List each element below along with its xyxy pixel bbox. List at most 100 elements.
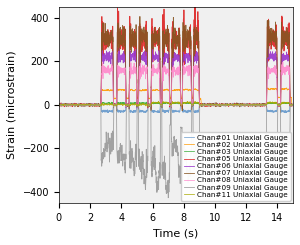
Chan#06 Uniaxial Gauge <box>150 49 154 51</box>
Chan#09 Uniaxial Gauge <box>104 144 107 147</box>
Chan#08 Uniaxial Gauge <box>281 61 285 63</box>
Chan#07 Uniaxial Gauge <box>281 36 284 39</box>
Chan#05 Uniaxial Gauge <box>57 103 61 106</box>
Chan#08 Uniaxial Gauge <box>137 106 140 109</box>
Chan#03 Uniaxial Gauge <box>57 104 61 107</box>
Chan#05 Uniaxial Gauge <box>291 103 295 106</box>
Chan#06 Uniaxial Gauge <box>291 104 295 107</box>
Chan#11 Uniaxial Gauge <box>135 104 138 107</box>
Chan#01 Uniaxial Gauge <box>58 103 62 106</box>
Chan#11 Uniaxial Gauge <box>57 103 61 106</box>
Chan#09 Uniaxial Gauge <box>150 173 154 176</box>
Chan#11 Uniaxial Gauge <box>157 100 160 103</box>
Chan#08 Uniaxial Gauge <box>104 69 107 72</box>
Line: Chan#01 Uniaxial Gauge: Chan#01 Uniaxial Gauge <box>59 104 293 113</box>
Chan#03 Uniaxial Gauge <box>268 100 272 103</box>
Legend: Chan#01 Uniaxial Gauge, Chan#02 Uniaxial Gauge, Chan#03 Uniaxial Gauge, Chan#05 : Chan#01 Uniaxial Gauge, Chan#02 Uniaxial… <box>181 132 291 201</box>
Chan#09 Uniaxial Gauge <box>57 103 61 106</box>
Chan#09 Uniaxial Gauge <box>169 138 173 141</box>
Chan#07 Uniaxial Gauge <box>104 37 107 40</box>
Chan#09 Uniaxial Gauge <box>135 162 138 165</box>
Chan#08 Uniaxial Gauge <box>57 103 61 106</box>
Chan#03 Uniaxial Gauge <box>150 101 154 104</box>
Chan#05 Uniaxial Gauge <box>104 41 107 44</box>
Chan#08 Uniaxial Gauge <box>135 84 138 86</box>
Chan#07 Uniaxial Gauge <box>57 104 61 107</box>
Chan#09 Uniaxial Gauge <box>167 196 170 199</box>
Chan#02 Uniaxial Gauge <box>169 92 173 95</box>
Line: Chan#07 Uniaxial Gauge: Chan#07 Uniaxial Gauge <box>59 16 293 112</box>
Chan#02 Uniaxial Gauge <box>291 104 295 107</box>
X-axis label: Time (s): Time (s) <box>153 228 199 238</box>
Line: Chan#03 Uniaxial Gauge: Chan#03 Uniaxial Gauge <box>59 102 293 105</box>
Chan#03 Uniaxial Gauge <box>169 103 173 106</box>
Chan#02 Uniaxial Gauge <box>199 99 203 102</box>
Chan#08 Uniaxial Gauge <box>199 104 203 107</box>
Chan#03 Uniaxial Gauge <box>281 102 284 105</box>
Chan#02 Uniaxial Gauge <box>104 89 107 92</box>
Chan#11 Uniaxial Gauge <box>281 102 284 105</box>
Chan#05 Uniaxial Gauge <box>150 38 154 41</box>
Chan#02 Uniaxial Gauge <box>150 88 154 91</box>
Chan#07 Uniaxial Gauge <box>169 102 173 105</box>
Chan#06 Uniaxial Gauge <box>170 87 173 90</box>
Chan#06 Uniaxial Gauge <box>151 40 154 43</box>
Chan#02 Uniaxial Gauge <box>135 88 138 91</box>
Chan#01 Uniaxial Gauge <box>135 107 138 110</box>
Chan#11 Uniaxial Gauge <box>150 102 154 105</box>
Chan#11 Uniaxial Gauge <box>104 102 107 105</box>
Chan#05 Uniaxial Gauge <box>135 59 138 62</box>
Chan#07 Uniaxial Gauge <box>199 103 203 106</box>
Chan#06 Uniaxial Gauge <box>281 53 284 56</box>
Line: Chan#02 Uniaxial Gauge: Chan#02 Uniaxial Gauge <box>59 88 293 106</box>
Chan#11 Uniaxial Gauge <box>291 103 295 106</box>
Chan#02 Uniaxial Gauge <box>285 86 288 89</box>
Line: Chan#05 Uniaxial Gauge: Chan#05 Uniaxial Gauge <box>59 0 293 109</box>
Chan#11 Uniaxial Gauge <box>199 104 203 107</box>
Chan#05 Uniaxial Gauge <box>149 108 153 110</box>
Chan#02 Uniaxial Gauge <box>213 104 216 107</box>
Chan#03 Uniaxial Gauge <box>66 104 70 107</box>
Chan#08 Uniaxial Gauge <box>150 68 154 71</box>
Chan#07 Uniaxial Gauge <box>150 33 154 36</box>
Chan#01 Uniaxial Gauge <box>104 110 107 113</box>
Chan#05 Uniaxial Gauge <box>281 40 284 43</box>
Chan#09 Uniaxial Gauge <box>281 138 284 141</box>
Chan#07 Uniaxial Gauge <box>135 66 138 69</box>
Chan#03 Uniaxial Gauge <box>199 103 203 106</box>
Chan#07 Uniaxial Gauge <box>138 15 142 18</box>
Chan#11 Uniaxial Gauge <box>170 102 173 105</box>
Chan#01 Uniaxial Gauge <box>199 103 203 106</box>
Chan#06 Uniaxial Gauge <box>57 103 61 106</box>
Chan#01 Uniaxial Gauge <box>281 110 284 112</box>
Chan#08 Uniaxial Gauge <box>281 70 284 73</box>
Chan#02 Uniaxial Gauge <box>57 103 61 106</box>
Chan#01 Uniaxial Gauge <box>291 104 295 107</box>
Line: Chan#09 Uniaxial Gauge: Chan#09 Uniaxial Gauge <box>59 103 293 198</box>
Chan#06 Uniaxial Gauge <box>104 55 107 58</box>
Line: Chan#06 Uniaxial Gauge: Chan#06 Uniaxial Gauge <box>59 42 293 108</box>
Line: Chan#08 Uniaxial Gauge: Chan#08 Uniaxial Gauge <box>59 62 293 107</box>
Chan#03 Uniaxial Gauge <box>104 102 107 105</box>
Chan#09 Uniaxial Gauge <box>213 101 217 104</box>
Chan#06 Uniaxial Gauge <box>199 103 203 106</box>
Chan#01 Uniaxial Gauge <box>57 103 61 106</box>
Chan#09 Uniaxial Gauge <box>291 104 295 107</box>
Chan#01 Uniaxial Gauge <box>150 110 154 113</box>
Chan#07 Uniaxial Gauge <box>291 104 295 107</box>
Chan#11 Uniaxial Gauge <box>128 105 131 108</box>
Chan#09 Uniaxial Gauge <box>199 104 203 107</box>
Line: Chan#11 Uniaxial Gauge: Chan#11 Uniaxial Gauge <box>59 101 293 106</box>
Chan#07 Uniaxial Gauge <box>279 111 282 114</box>
Chan#01 Uniaxial Gauge <box>169 104 173 107</box>
Chan#08 Uniaxial Gauge <box>291 103 295 106</box>
Chan#03 Uniaxial Gauge <box>291 103 295 106</box>
Chan#01 Uniaxial Gauge <box>185 111 189 114</box>
Chan#05 Uniaxial Gauge <box>169 87 173 90</box>
Chan#06 Uniaxial Gauge <box>135 107 139 110</box>
Chan#02 Uniaxial Gauge <box>281 88 284 91</box>
Chan#06 Uniaxial Gauge <box>135 81 138 84</box>
Chan#05 Uniaxial Gauge <box>199 103 203 106</box>
Chan#03 Uniaxial Gauge <box>135 102 138 105</box>
Y-axis label: Strain (microstrain): Strain (microstrain) <box>7 50 17 159</box>
